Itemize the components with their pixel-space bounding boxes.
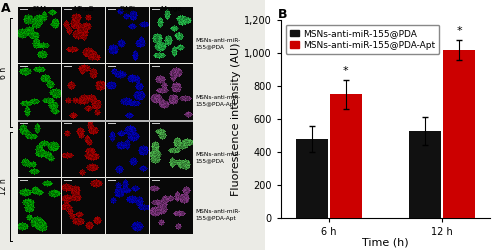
Text: 12 h: 12 h [0,178,8,195]
Text: DAPI: DAPI [120,6,136,12]
Text: *: * [456,26,462,36]
Text: FAM: FAM [32,6,46,12]
Text: A: A [1,2,11,15]
Text: Merge: Merge [160,6,182,12]
Y-axis label: Fluorescence intensity (AU): Fluorescence intensity (AU) [232,42,241,196]
Text: MSNs-anti-miR-
155@PDA-Apt: MSNs-anti-miR- 155@PDA-Apt [195,210,240,220]
Bar [296,139,328,218]
Bar [330,94,362,218]
X-axis label: Time (h): Time (h) [362,238,409,248]
Text: MSNs-anti-miR-
155@PDA-Apt: MSNs-anti-miR- 155@PDA-Apt [195,96,240,106]
Text: MSNs-anti-miR-
155@PDA: MSNs-anti-miR- 155@PDA [195,152,240,164]
Text: B: B [278,8,287,20]
Bar [444,50,475,217]
Text: MSNs-anti-miR-
155@PDA: MSNs-anti-miR- 155@PDA [195,38,240,50]
Legend: MSNs-anti-miR-155@PDA, MSNs-anti-miR-155@PDA-Apt: MSNs-anti-miR-155@PDA, MSNs-anti-miR-155… [286,24,440,54]
Bar [410,131,441,218]
Text: NF-κB: NF-κB [73,6,94,12]
Text: 6 h: 6 h [0,66,8,78]
Text: *: * [343,66,348,76]
